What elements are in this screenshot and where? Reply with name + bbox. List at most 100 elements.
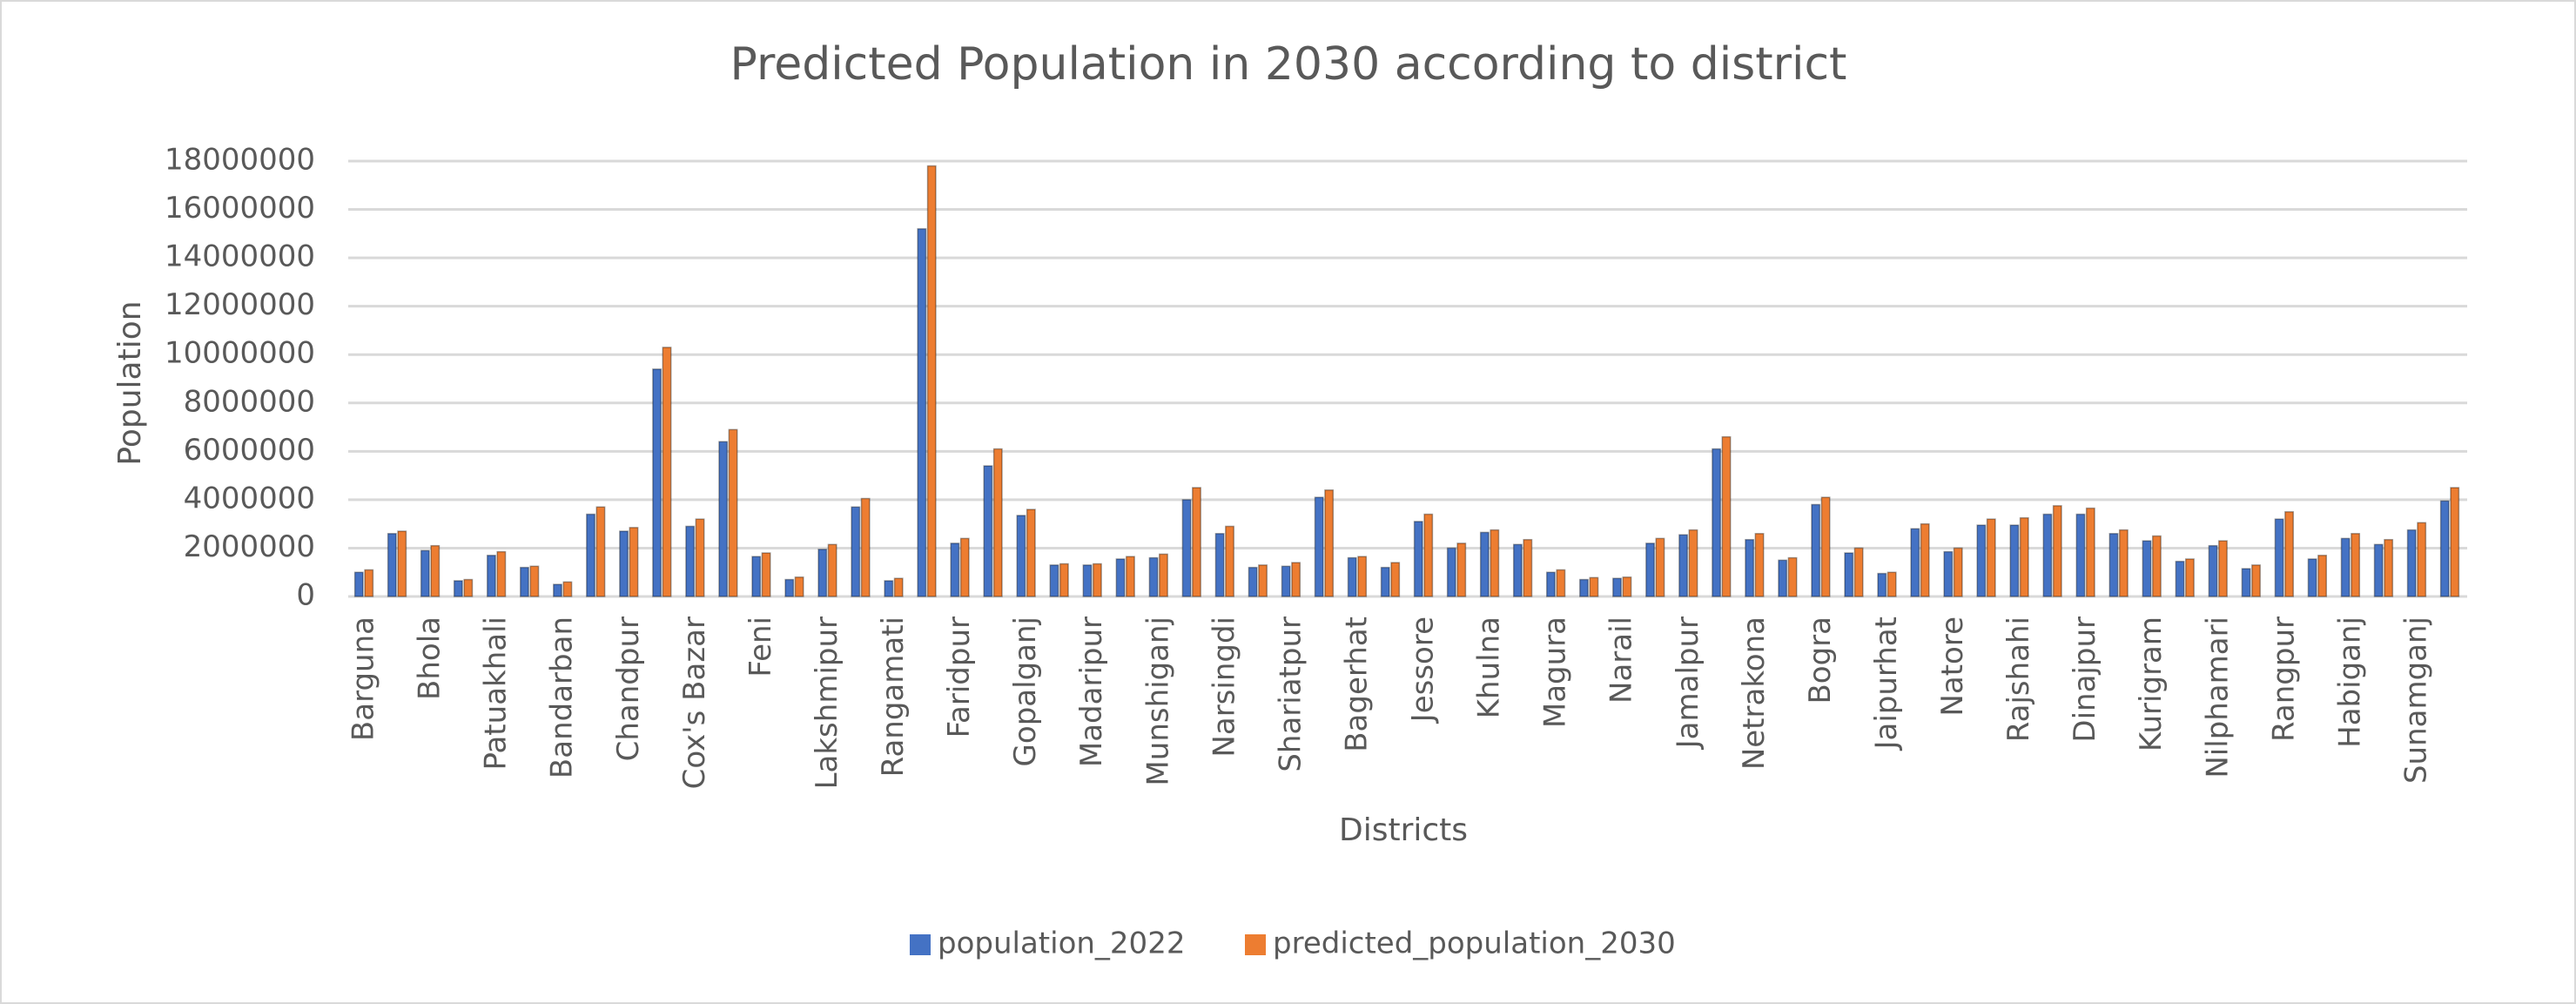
y-tick-label: 0: [296, 578, 315, 613]
bar: [2241, 568, 2251, 597]
x-tick-label: Bagerhat: [1339, 617, 1374, 752]
bar: [1523, 538, 1533, 597]
bar: [387, 533, 397, 597]
bar: [2042, 513, 2053, 597]
x-tick-label: Narsingdi: [1207, 617, 1241, 758]
bar: [761, 552, 771, 597]
bar: [2118, 529, 2129, 597]
bar: [2019, 516, 2029, 597]
bar: [486, 555, 496, 597]
bar: [2109, 533, 2119, 597]
bar: [1456, 542, 1467, 597]
x-tick-label: Kurigram: [2134, 617, 2169, 751]
bar: [827, 543, 837, 597]
y-tick-label: 6000000: [184, 433, 315, 468]
bar: [1413, 521, 1423, 597]
x-tick-label: Feni: [743, 617, 778, 677]
bar: [1059, 563, 1069, 597]
bar: [1787, 556, 1798, 597]
x-tick-label: Rangamati: [876, 617, 911, 777]
x-tick-label: Bogra: [1803, 617, 1838, 704]
bar: [1721, 435, 1732, 597]
bar: [2218, 540, 2228, 597]
bar: [353, 571, 364, 597]
bar: [1357, 556, 1368, 597]
bar: [1092, 563, 1102, 597]
bar: [1678, 534, 1689, 597]
bar: [718, 441, 729, 597]
bar: [1910, 528, 1920, 597]
bar: [959, 537, 970, 597]
bar: [1181, 499, 1192, 597]
bar: [794, 576, 804, 597]
bar: [1082, 564, 1093, 597]
y-tick-label: 8000000: [184, 384, 315, 419]
bar: [950, 542, 960, 597]
bar: [463, 578, 474, 597]
legend-swatch: [910, 934, 931, 955]
bar: [2208, 544, 2218, 597]
bar: [860, 497, 871, 597]
bar: [595, 506, 606, 597]
bar: [1920, 522, 1930, 597]
bar: [1820, 496, 1831, 597]
bar: [2184, 558, 2195, 597]
bar: [2009, 524, 2020, 597]
bar: [1645, 542, 1655, 597]
y-tick-label: 12000000: [165, 287, 315, 322]
bar: [893, 577, 904, 597]
bar: [1192, 487, 1201, 597]
bar: [1556, 569, 1566, 597]
bar: [1844, 552, 1854, 597]
bar: [2142, 540, 2152, 597]
bar: [1712, 448, 1722, 597]
bar: [529, 565, 540, 597]
x-tick-label: Lakshmipur: [810, 617, 844, 789]
bar: [1688, 529, 1698, 597]
bar: [1612, 577, 1622, 597]
bar: [397, 530, 407, 597]
bar: [2075, 513, 2086, 597]
bar: [817, 549, 828, 597]
bar: [430, 544, 441, 597]
bar: [1423, 513, 1434, 597]
bar: [1380, 566, 1390, 597]
x-tick-label: Faridpur: [942, 617, 977, 738]
bar: [2151, 535, 2162, 597]
bar: [2085, 507, 2095, 597]
x-tick-label: Chandpur: [611, 617, 646, 761]
bar: [2175, 560, 2185, 597]
bar: [364, 569, 374, 597]
bar: [496, 550, 507, 597]
bar: [1016, 515, 1026, 597]
bar: [1545, 571, 1556, 597]
x-tick-label: Netrakona: [1737, 617, 1772, 770]
bar: [1953, 547, 1963, 597]
bar: [2340, 537, 2351, 597]
bar: [420, 549, 430, 597]
x-tick-label: Natore: [1935, 617, 1970, 717]
y-tick-label: 10000000: [165, 336, 315, 371]
bar: [1324, 489, 1335, 597]
x-tick-label: Cox's Bazar: [677, 617, 712, 789]
x-tick-label: Narail: [1604, 617, 1639, 704]
x-tick-label: Nilphamari: [2200, 617, 2235, 778]
x-tick-label: Rajshahi: [2001, 617, 2036, 742]
bar: [2417, 522, 2427, 597]
y-tick-label: 14000000: [165, 239, 315, 274]
bar: [926, 165, 937, 597]
bar: [784, 578, 795, 597]
bar: [1754, 533, 1765, 597]
bar: [884, 580, 894, 597]
y-tick-label: 16000000: [165, 191, 315, 226]
bar: [685, 525, 696, 597]
bar: [983, 465, 993, 597]
bar: [1877, 572, 1887, 597]
bar: [1655, 537, 1665, 597]
bar: [2373, 543, 2384, 597]
bar: [1446, 547, 1456, 597]
x-tick-label: Patuakhali: [479, 617, 514, 771]
bar: [1589, 576, 1599, 597]
bar: [1281, 565, 1291, 597]
x-tick-label: Jamalpur: [1671, 617, 1705, 750]
